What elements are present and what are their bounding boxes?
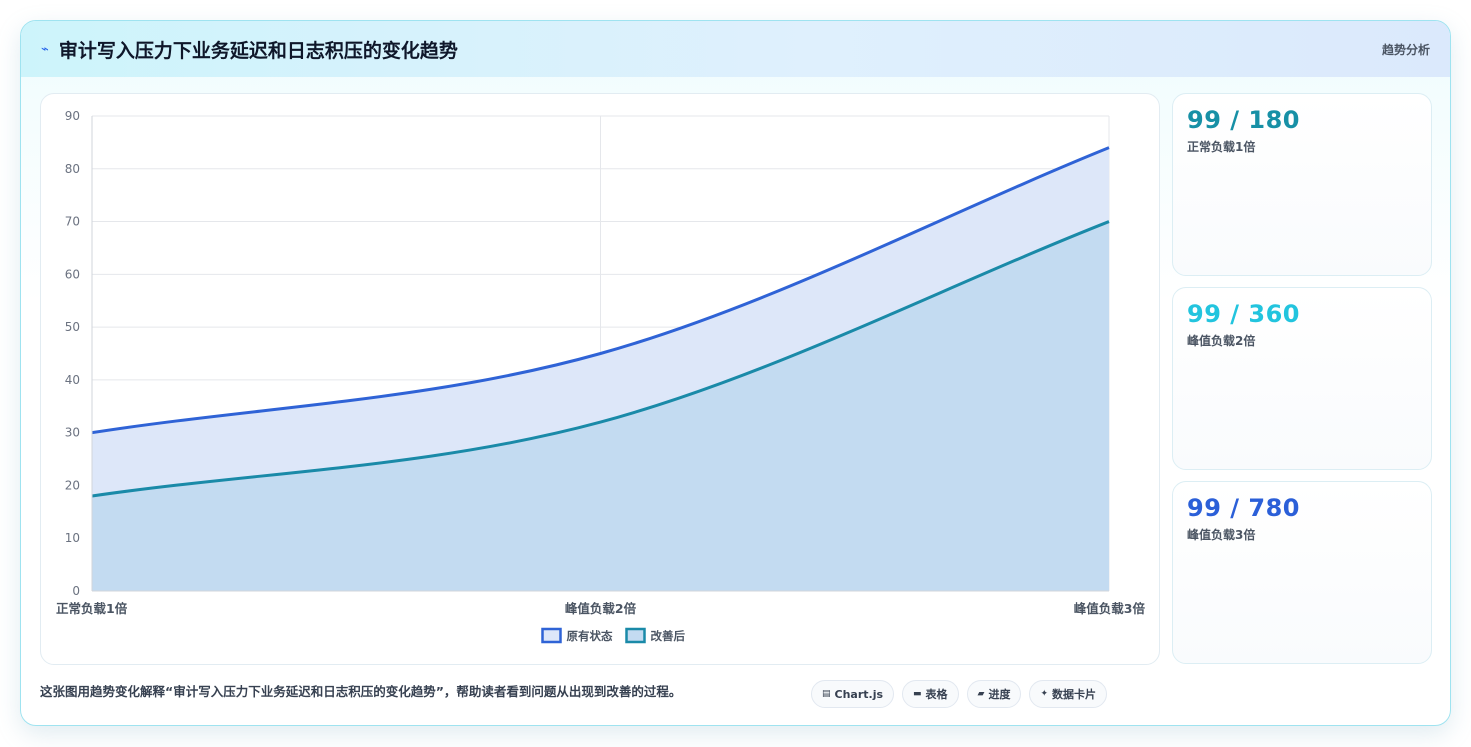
table-icon: ▬ — [913, 689, 922, 699]
series-area-2 — [92, 221, 1109, 592]
legend-item-2: 改善后 — [625, 627, 686, 644]
legend-label: 改善后 — [651, 629, 686, 643]
card-header: ⌁ 审计写入压力下业务延迟和日志积压的变化趋势 趋势分析 — [21, 21, 1450, 77]
x-tick-label: 峰值负载3倍 — [1074, 601, 1146, 616]
stat-card-1: 99 / 180 正常负载1倍 — [1172, 93, 1432, 276]
chart-icon: ▤ — [822, 689, 831, 699]
y-tick-label: 20 — [65, 478, 80, 492]
lightning-icon: ⌁ — [41, 41, 49, 57]
progress-icon: ▰ — [977, 689, 985, 699]
series-line-2 — [91, 220, 1110, 498]
stat-card-2: 99 / 360 峰值负载2倍 — [1172, 287, 1432, 470]
pill-label: 数据卡片 — [1052, 688, 1097, 701]
sparkle-icon: ✦ — [1040, 689, 1049, 699]
y-tick-label: 50 — [65, 320, 80, 334]
tool-pills: ▤ Chart.js ▬ 表格 ▰ 进度 ✦ 数据卡片 — [811, 680, 1108, 708]
legend-swatch — [541, 627, 562, 644]
stat-value: 99 / 180 — [1187, 106, 1300, 134]
stat-label: 峰值负载2倍 — [1187, 334, 1256, 348]
series-line-1 — [91, 146, 1110, 435]
y-tick-label: 70 — [65, 215, 80, 229]
y-tick-label: 80 — [65, 162, 80, 176]
pill-table[interactable]: ▬ 表格 — [902, 680, 959, 708]
area-chart: 0 10 20 30 40 50 60 70 80 90 正常负载1倍 峰值负载2倍 峰值负载3倍原有状… — [56, 109, 1146, 644]
legend-swatch — [625, 627, 646, 644]
x-tick-label: 峰值负载2倍 — [565, 601, 637, 616]
pill-chartjs[interactable]: ▤ Chart.js — [811, 680, 895, 708]
stat-card-3: 99 / 780 峰值负载3倍 — [1172, 481, 1432, 664]
stat-value: 99 / 360 — [1187, 300, 1300, 328]
chart-panel: 0 10 20 30 40 50 60 70 80 90 正常负载1倍 峰值负载2倍 峰值负载3倍原有状… — [40, 93, 1160, 665]
pill-data-card[interactable]: ✦ 数据卡片 — [1029, 680, 1108, 708]
stat-label: 峰值负载3倍 — [1187, 528, 1256, 542]
chart-card: ⌁ 审计写入压力下业务延迟和日志积压的变化趋势 趋势分析 0 10 20 30 40 50… — [20, 20, 1451, 726]
pill-label: Chart.js — [834, 687, 884, 701]
chart-caption: 这张图用趋势变化解释“审计写入压力下业务延迟和日志积压的变化趋势”，帮助读者看到… — [40, 684, 682, 699]
stat-value: 99 / 780 — [1187, 494, 1300, 522]
legend-item-1: 原有状态 — [541, 627, 613, 644]
y-tick-label: 90 — [65, 109, 80, 123]
pill-progress[interactable]: ▰ 进度 — [966, 680, 1022, 708]
chart-title: 审计写入压力下业务延迟和日志积压的变化趋势 — [58, 39, 458, 62]
y-tick-label: 60 — [65, 267, 80, 281]
analysis-tag[interactable]: 趋势分析 — [1381, 42, 1430, 57]
y-tick-label: 40 — [65, 373, 80, 387]
pill-label: 进度 — [988, 688, 1011, 701]
y-tick-label: 10 — [65, 531, 80, 545]
stat-label: 正常负载1倍 — [1187, 140, 1256, 154]
y-tick-label: 30 — [65, 426, 80, 440]
y-tick-label: 0 — [72, 584, 80, 598]
x-tick-label: 正常负载1倍 — [56, 601, 128, 616]
legend-label: 原有状态 — [567, 629, 613, 643]
pill-label: 表格 — [925, 688, 948, 701]
